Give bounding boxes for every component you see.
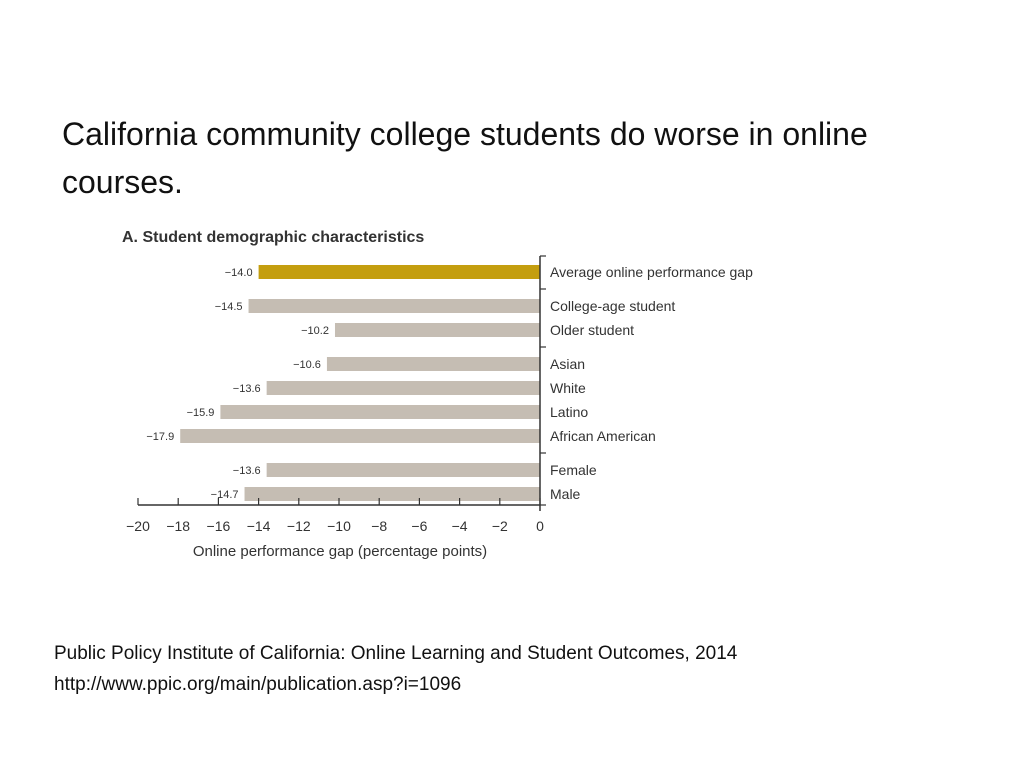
x-tick-label-10: 0 [536,518,544,534]
x-tick-label-0: −20 [126,518,150,534]
x-tick-label-8: −4 [452,518,468,534]
x-tick-label-4: −12 [287,518,311,534]
x-tick-label-9: −2 [492,518,508,534]
x-tick-label-6: −8 [371,518,387,534]
category-label-7: Female [550,462,597,478]
bar-6 [180,429,540,443]
x-tick-label-3: −14 [247,518,271,534]
value-label-0: −14.0 [225,267,253,279]
value-label-3: −10.6 [293,359,321,371]
source-citation: Public Policy Institute of California: O… [54,638,994,700]
x-tick-label-7: −6 [411,518,427,534]
bar-7 [266,463,540,477]
category-label-4: White [550,380,586,396]
x-tick-label-1: −18 [166,518,190,534]
bar-5 [220,405,540,419]
category-label-5: Latino [550,404,588,420]
bar-2 [334,323,540,337]
bar-3 [326,357,540,371]
value-label-8: −14.7 [211,489,239,501]
category-label-0: Average online performance gap [550,264,753,280]
value-label-5: −15.9 [187,407,215,419]
bar-1 [248,299,541,313]
slide-title: California community college students do… [62,116,868,200]
value-label-6: −17.9 [146,431,174,443]
value-label-1: −14.5 [215,301,243,313]
value-label-4: −13.6 [233,383,261,395]
value-label-2: −10.2 [301,325,329,337]
bar-8 [244,487,540,501]
source-url: http://www.ppic.org/main/publication.asp… [54,674,462,695]
category-label-2: Older student [550,322,634,338]
bar-0 [258,265,540,279]
chart-title: A. Student demographic characteristics [122,229,424,246]
category-label-8: Male [550,486,581,502]
category-label-6: African American [550,428,656,444]
bar-4 [266,381,540,395]
category-label-3: Asian [550,356,585,372]
source-text: Public Policy Institute of California: O… [54,643,738,664]
x-tick-label-2: −16 [207,518,231,534]
x-axis-title: Online performance gap (percentage point… [193,543,487,560]
value-label-7: −13.6 [233,465,261,477]
x-tick-label-5: −10 [327,518,351,534]
category-label-1: College-age student [550,298,675,314]
